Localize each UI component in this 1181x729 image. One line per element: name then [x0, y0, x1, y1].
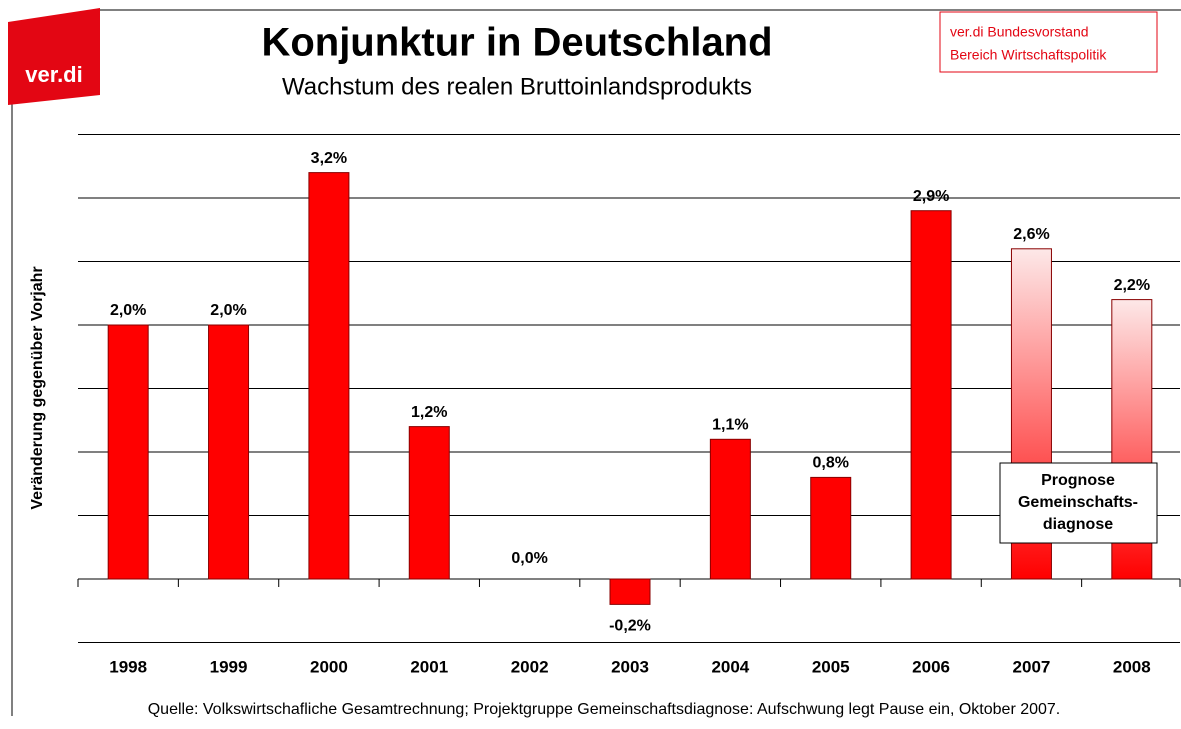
x-tick-label: 2006 — [912, 657, 950, 676]
value-label: 0,0% — [511, 550, 547, 567]
value-label: 2,6% — [1013, 226, 1049, 243]
x-tick-label: 2003 — [611, 657, 649, 676]
publisher-line: Bereich Wirtschaftspolitik — [950, 47, 1107, 63]
value-label: 2,0% — [210, 302, 246, 319]
source-note: Quelle: Volkswirtschafliche Gesamtrechnu… — [148, 701, 1061, 718]
y-axis-label: Veränderung gegenüber Vorjahr — [29, 266, 46, 509]
logo-text: ver.di — [25, 62, 82, 87]
x-tick-label: 1999 — [210, 657, 248, 676]
x-tick-label: 2004 — [711, 657, 749, 676]
bar — [709, 438, 751, 580]
bar — [910, 210, 952, 580]
bar — [810, 476, 852, 580]
value-label: 1,2% — [411, 404, 447, 421]
annotation-text: Gemeinschafts- — [1018, 494, 1138, 511]
x-tick-label: 2001 — [410, 657, 448, 676]
value-label: 1,1% — [712, 417, 748, 434]
x-tick-label: 2007 — [1013, 657, 1051, 676]
annotation-box — [999, 462, 1158, 544]
logo-shape — [8, 8, 100, 105]
publisher-box — [939, 11, 1158, 73]
x-tick-label: 2005 — [812, 657, 850, 676]
value-label: 2,9% — [913, 188, 949, 205]
x-tick-label: 2008 — [1113, 657, 1151, 676]
x-tick-label: 1998 — [109, 657, 147, 676]
annotation-text: diagnose — [1043, 516, 1113, 533]
bar — [609, 578, 651, 605]
publisher-line: ver.di Bundesvorstand — [950, 24, 1089, 40]
value-label: 2,2% — [1114, 277, 1150, 294]
x-tick-label: 2000 — [310, 657, 348, 676]
value-label: -0,2% — [609, 618, 651, 635]
chart-subtitle: Wachstum des realen Bruttoinlandsprodukt… — [282, 73, 752, 100]
value-label: 0,8% — [812, 455, 848, 472]
bar — [208, 324, 250, 580]
bar — [107, 324, 149, 580]
annotation-text: Prognose — [1041, 472, 1115, 489]
bar — [308, 172, 350, 580]
bar — [408, 426, 450, 580]
value-label: 2,0% — [110, 302, 146, 319]
chart-title: Konjunktur in Deutschland — [261, 21, 772, 65]
x-tick-label: 2002 — [511, 657, 549, 676]
value-label: 3,2% — [311, 150, 347, 167]
